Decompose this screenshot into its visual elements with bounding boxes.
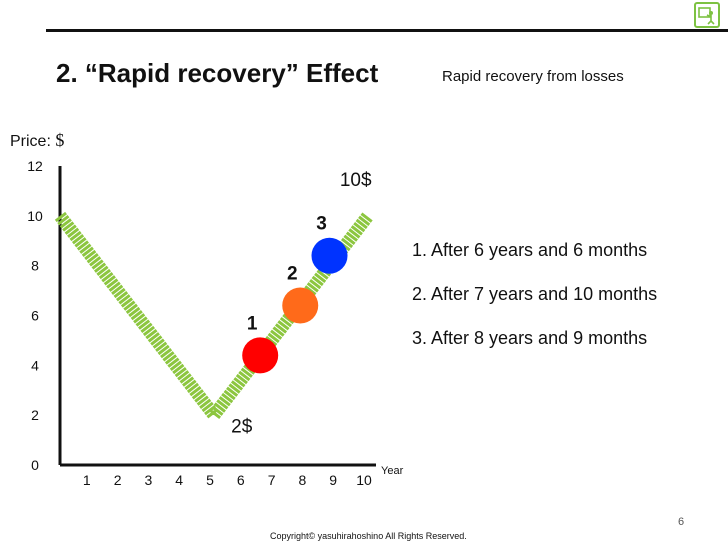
point-label-1: 1 [247, 313, 258, 334]
price-annotation-1: 10$ [340, 170, 372, 191]
y-tick-label: 12 [27, 158, 43, 174]
note-item-2: 2. After 7 years and 10 months [412, 284, 658, 304]
x-tick-label: 6 [237, 472, 245, 488]
point-marker-3 [311, 237, 348, 274]
note-item-1: 1. After 6 years and 6 months [412, 240, 648, 260]
x-tick-label: 3 [145, 472, 153, 488]
x-tick-label: 4 [175, 472, 183, 488]
y-tick-label: 0 [31, 457, 39, 473]
y-axis-label-unit: $ [55, 130, 65, 150]
x-tick-label: 2 [114, 472, 122, 488]
x-axis-label: Year [381, 465, 404, 477]
x-tick-label: 7 [268, 472, 276, 488]
x-tick-label: 10 [356, 472, 372, 488]
y-tick-label: 8 [31, 258, 39, 274]
y-tick-label: 2 [31, 407, 39, 423]
header-rule [46, 29, 728, 32]
y-tick-label: 4 [31, 357, 39, 373]
y-tick-label: 6 [31, 308, 39, 324]
copyright-notice: Copyright© yasuhirahoshino All Rights Re… [270, 531, 467, 541]
y-tick-label: 10 [27, 208, 43, 224]
x-tick-label: 9 [329, 472, 337, 488]
price-annotation-2: 2$ [231, 417, 253, 438]
point-marker-1 [242, 337, 279, 374]
presenter-icon [694, 2, 720, 28]
x-tick-label: 5 [206, 472, 214, 488]
notes-list: 1. After 6 years and 6 months 2. After 7… [412, 228, 657, 360]
page-number: 6 [678, 516, 685, 528]
x-tick-label: 8 [299, 472, 307, 488]
slide-subtitle: Rapid recovery from losses [442, 68, 624, 85]
note-item-3: 3. After 8 years and 9 months [412, 328, 648, 348]
slide-title: 2. “Rapid recovery” Effect [56, 58, 379, 88]
y-axis-label-prefix: Price: [10, 133, 51, 150]
point-label-3: 3 [316, 214, 327, 235]
y-axis-label: Price: $ [10, 130, 64, 151]
point-marker-2 [282, 287, 319, 324]
point-label-2: 2 [287, 264, 298, 285]
x-tick-label: 1 [83, 472, 91, 488]
